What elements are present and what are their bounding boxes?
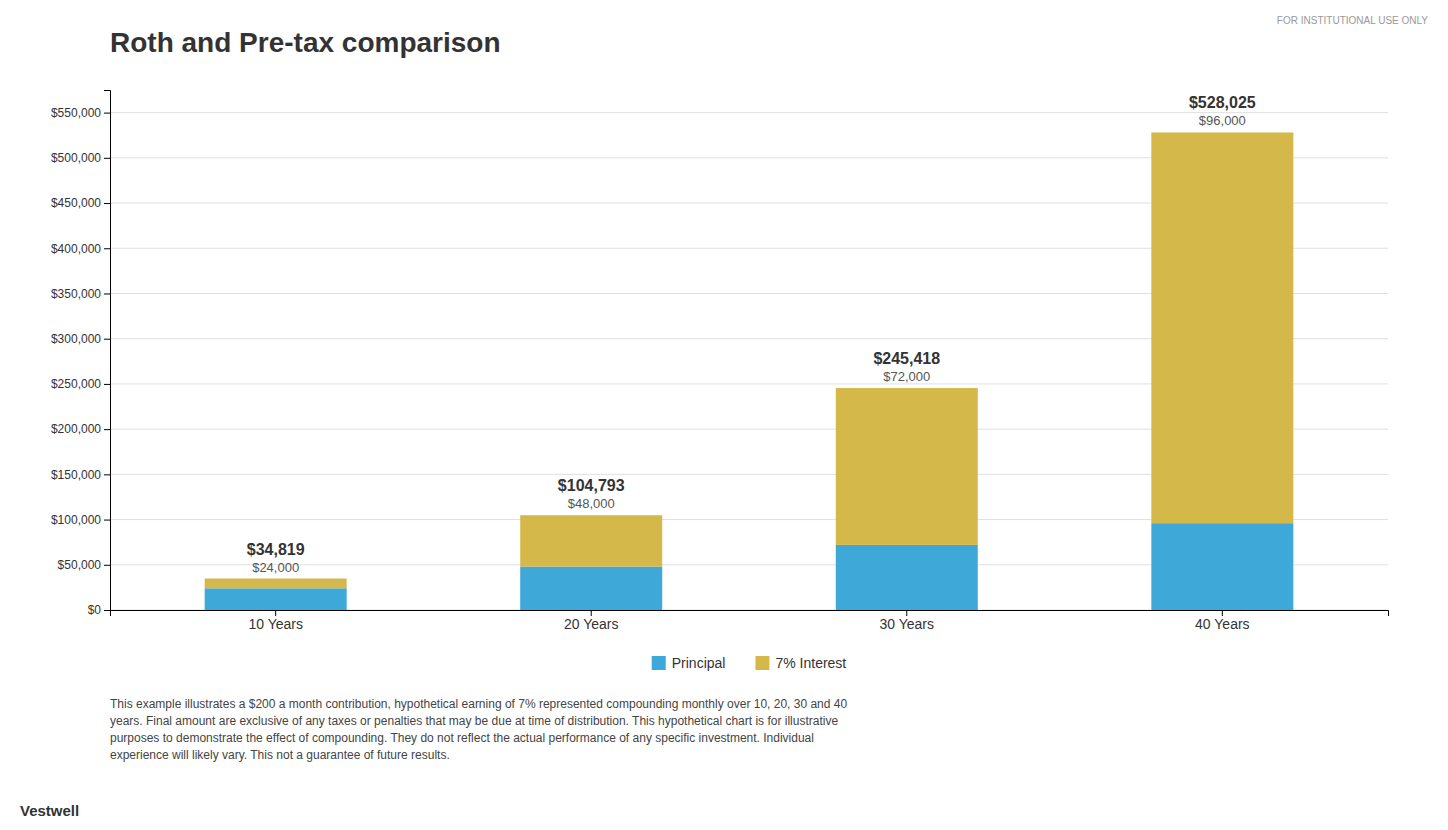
- tick-label: $450,000: [51, 196, 101, 210]
- bar: [520, 515, 662, 566]
- tick-label: 10 Years: [248, 616, 303, 632]
- tick-label: $250,000: [51, 377, 101, 391]
- tick: $450,000: [51, 196, 110, 210]
- tick-label: $150,000: [51, 468, 101, 482]
- tick-label: $500,000: [51, 151, 101, 165]
- tick-mark: [104, 384, 110, 385]
- grid-line: [110, 112, 1388, 113]
- x-axis: 10 Years 20 Years 30 Years 40 Years: [111, 610, 1389, 632]
- tick-label: $100,000: [51, 513, 101, 527]
- series: [205, 132, 1294, 588]
- tick: 10 Years: [248, 610, 303, 632]
- bars: [205, 132, 1294, 610]
- tick: $550,000: [51, 106, 110, 120]
- tick-mark: [104, 203, 110, 204]
- total-label: $34,819: [247, 541, 305, 558]
- brand-name: Vestwell: [20, 802, 79, 819]
- tick: $0: [88, 603, 110, 617]
- bar: [1151, 132, 1293, 523]
- y-axis: $0 $50,000 $100,000 $150,000 $200,000 $250,00…: [51, 91, 111, 618]
- tick-mark: [104, 429, 110, 430]
- tick-mark: [104, 248, 110, 249]
- bar: [1151, 523, 1293, 610]
- tick: 40 Years: [1195, 610, 1250, 632]
- tick-label: $550,000: [51, 106, 101, 120]
- chart: Roth and Pre-tax comparison $0 $50,000 $100…: [0, 0, 1448, 830]
- legend: Principal 7% Interest: [652, 655, 847, 671]
- tick-label: $200,000: [51, 422, 101, 436]
- tick: 20 Years: [564, 610, 619, 632]
- tick: $100,000: [51, 513, 110, 527]
- footnote: experience will likely vary. This not a …: [110, 748, 450, 762]
- footnote: This example illustrates a $200 a month …: [110, 697, 847, 711]
- tick: $300,000: [51, 332, 110, 346]
- tick-mark: [104, 113, 110, 114]
- bar: [520, 567, 662, 610]
- tick-label: 20 Years: [564, 616, 619, 632]
- legend-swatch: [652, 656, 666, 670]
- tick-mark: [104, 610, 110, 611]
- data-label: $48,000: [568, 496, 615, 511]
- data-label: $72,000: [883, 369, 930, 384]
- axis-line: [104, 91, 111, 611]
- tick: $150,000: [51, 468, 110, 482]
- tick-label: $350,000: [51, 287, 101, 301]
- tick-mark: [104, 520, 110, 521]
- total-label: $104,793: [558, 477, 625, 494]
- legend-label: Principal: [672, 655, 726, 671]
- tick-label: $300,000: [51, 332, 101, 346]
- tick-mark: [104, 158, 110, 159]
- data-labels: $34,819 $24,000 $104,793 $48,000 $245,418 $72…: [247, 94, 1256, 574]
- grid: [110, 113, 1388, 610]
- bar: [205, 579, 347, 589]
- legend-swatch: [755, 656, 769, 670]
- tick: 30 Years: [880, 610, 935, 632]
- bar: [205, 588, 347, 610]
- data-label: $96,000: [1199, 113, 1246, 128]
- footnote: years. Final amount are exclusive of any…: [110, 714, 838, 728]
- tick-mark: [104, 339, 110, 340]
- tick-label: 30 Years: [880, 616, 935, 632]
- tick: $50,000: [58, 558, 110, 572]
- tick: $200,000: [51, 422, 110, 436]
- total-label: $528,025: [1189, 94, 1256, 111]
- title: Roth and Pre-tax comparison: [110, 27, 501, 58]
- tick-label: $0: [88, 603, 102, 617]
- legend-item: 7% Interest: [755, 655, 846, 671]
- tick-mark: [104, 565, 110, 566]
- legend-label: 7% Interest: [775, 655, 846, 671]
- tick: $250,000: [51, 377, 110, 391]
- tick: $400,000: [51, 242, 110, 256]
- footnote: purposes to demonstrate the effect of co…: [110, 731, 814, 745]
- data-label: $24,000: [252, 560, 299, 575]
- tick-label: 40 Years: [1195, 616, 1250, 632]
- series: [205, 523, 1294, 610]
- bar: [836, 545, 978, 610]
- bar: [836, 388, 978, 545]
- plot: $0 $50,000 $100,000 $150,000 $200,000 $250,00…: [51, 91, 1389, 632]
- tick-mark: [104, 474, 110, 475]
- tick: $500,000: [51, 151, 110, 165]
- tick-label: $50,000: [58, 558, 102, 572]
- watermark: FOR INSTITUTIONAL USE ONLY: [1277, 15, 1428, 26]
- tick-mark: [104, 293, 110, 294]
- legend-item: Principal: [652, 655, 726, 671]
- total-label: $245,418: [873, 350, 940, 367]
- tick: $350,000: [51, 287, 110, 301]
- tick-label: $400,000: [51, 242, 101, 256]
